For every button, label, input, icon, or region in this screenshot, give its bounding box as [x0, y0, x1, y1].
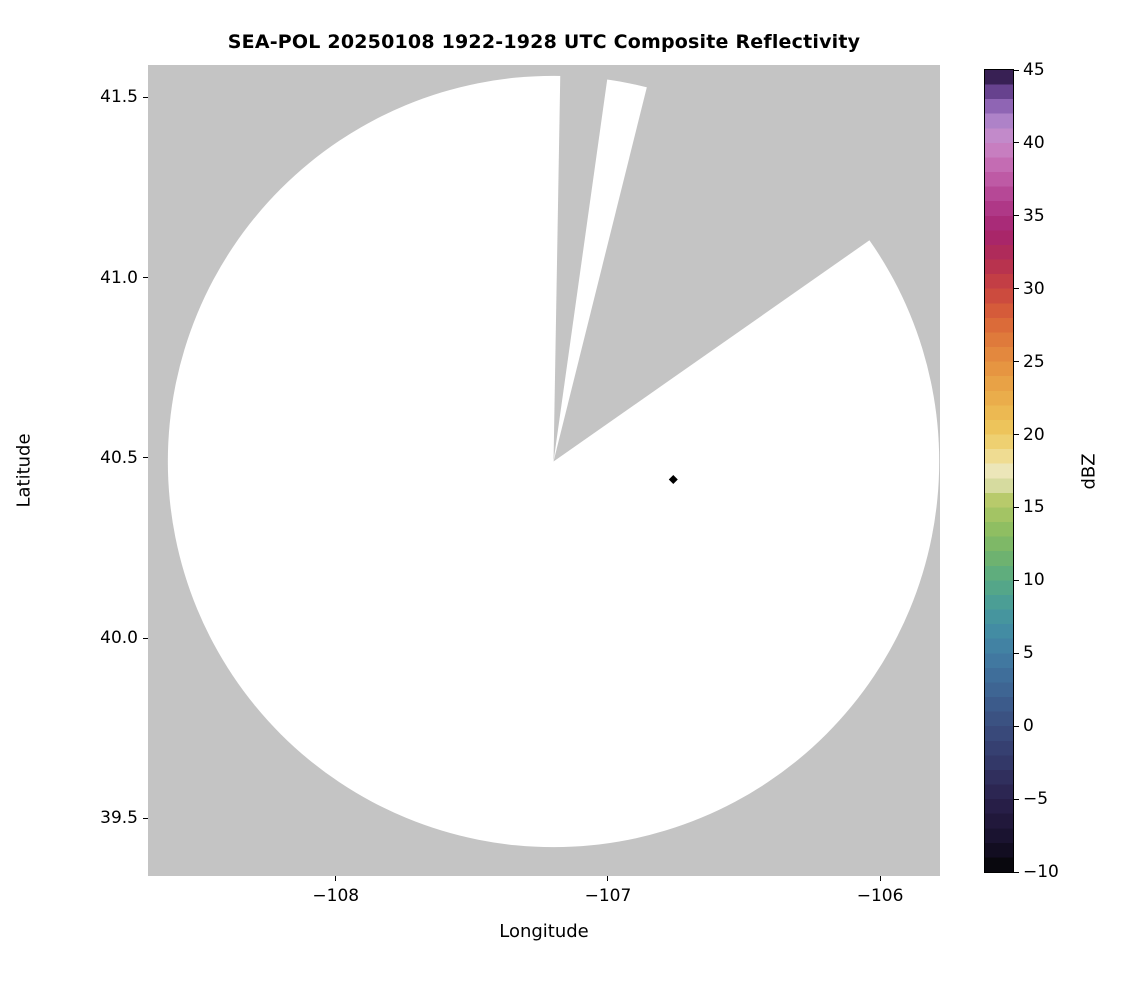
y-axis-label-wrap: Latitude [2, 65, 46, 876]
colorbar-tick-mark [1014, 725, 1019, 727]
x-tick-label: −107 [584, 886, 632, 906]
x-tick-mark [879, 876, 881, 881]
colorbar-tick-label: 20 [1023, 424, 1045, 445]
x-tick-mark [335, 876, 337, 881]
y-tick-label: 40.0 [100, 628, 138, 649]
colorbar-tick-label: 30 [1023, 278, 1045, 299]
colorbar-tick-mark [1014, 361, 1019, 363]
y-tick-mark [143, 637, 148, 639]
colorbar-tick-label: 10 [1023, 570, 1045, 591]
y-tick-label: 41.0 [100, 267, 138, 288]
y-tick-label: 39.5 [100, 808, 138, 829]
y-axis-label: Latitude [13, 433, 35, 508]
colorbar-tick-label: 15 [1023, 497, 1045, 518]
colorbar-tick-mark [1014, 652, 1019, 654]
colorbar-tick-mark [1014, 506, 1019, 508]
colorbar-tick-mark [1014, 215, 1019, 217]
y-tick-mark [143, 96, 148, 98]
y-tick-mark [143, 817, 148, 819]
y-tick-mark [143, 457, 148, 459]
x-tick-mark [607, 876, 609, 881]
y-tick-label: 41.5 [100, 87, 138, 108]
colorbar-tick-mark [1014, 798, 1019, 800]
colorbar-tick-label: 40 [1023, 132, 1045, 153]
blocked-sector-wedge [553, 65, 610, 462]
x-tick-label: −108 [312, 886, 360, 906]
colorbar-tick-label: 25 [1023, 351, 1045, 372]
colorbar-tick-label: 0 [1023, 716, 1034, 737]
y-tick-label: 40.5 [100, 447, 138, 468]
blocked-sector-wedge [553, 65, 940, 462]
colorbar-label-wrap: dBZ [1066, 70, 1112, 872]
x-tick-label: −106 [856, 886, 904, 906]
colorbar-tick-label: 35 [1023, 205, 1045, 226]
colorbar-tick-label: 5 [1023, 643, 1034, 664]
colorbar-tick-label: −10 [1023, 862, 1059, 882]
y-tick-mark [143, 277, 148, 279]
colorbar-tick-mark [1014, 142, 1019, 144]
colorbar-label: dBZ [1078, 452, 1100, 490]
colorbar-tick-mark [1014, 434, 1019, 436]
colorbar-tick-mark [1014, 288, 1019, 290]
chart-title: SEA-POL 20250108 1922-1928 UTC Composite… [227, 31, 861, 53]
colorbar [984, 69, 1014, 873]
colorbar-tick-label: 45 [1023, 60, 1045, 80]
colorbar-tick-mark [1014, 871, 1019, 873]
plot-area [148, 65, 940, 876]
x-axis-label: Longitude [499, 921, 589, 942]
colorbar-tick-label: −5 [1023, 789, 1049, 810]
colorbar-tick-mark [1014, 579, 1019, 581]
site-marker-diamond [668, 475, 678, 485]
radar-coverage-plot [167, 65, 940, 848]
colorbar-tick-mark [1014, 69, 1019, 71]
